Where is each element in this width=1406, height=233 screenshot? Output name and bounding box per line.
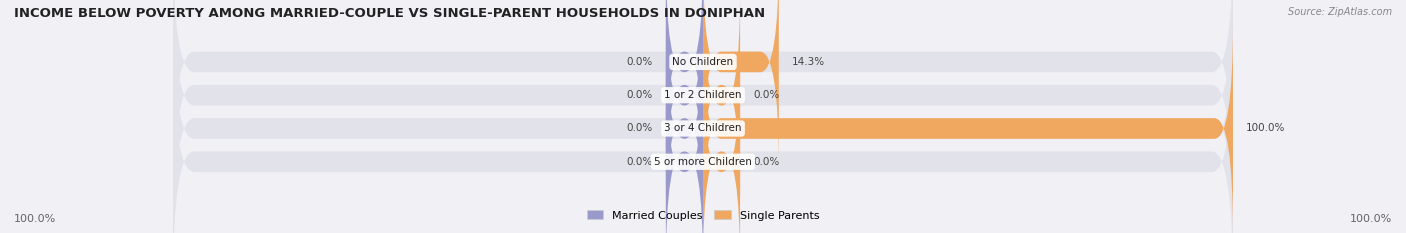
Text: No Children: No Children [672,57,734,67]
FancyBboxPatch shape [173,6,1233,233]
FancyBboxPatch shape [703,22,1233,233]
Text: INCOME BELOW POVERTY AMONG MARRIED-COUPLE VS SINGLE-PARENT HOUSEHOLDS IN DONIPHA: INCOME BELOW POVERTY AMONG MARRIED-COUPL… [14,7,765,20]
Text: 14.3%: 14.3% [792,57,825,67]
Text: 0.0%: 0.0% [627,57,652,67]
FancyBboxPatch shape [666,22,703,233]
FancyBboxPatch shape [173,39,1233,233]
Text: 3 or 4 Children: 3 or 4 Children [664,123,742,134]
Text: 0.0%: 0.0% [627,90,652,100]
Text: 0.0%: 0.0% [754,157,779,167]
FancyBboxPatch shape [666,0,703,201]
FancyBboxPatch shape [703,56,740,233]
FancyBboxPatch shape [666,56,703,233]
Text: 100.0%: 100.0% [14,214,56,224]
FancyBboxPatch shape [173,0,1233,185]
FancyBboxPatch shape [703,0,740,201]
FancyBboxPatch shape [703,0,779,168]
Text: 100.0%: 100.0% [1350,214,1392,224]
Legend: Married Couples, Single Parents: Married Couples, Single Parents [582,206,824,225]
FancyBboxPatch shape [173,0,1233,218]
Text: 100.0%: 100.0% [1246,123,1285,134]
Text: 1 or 2 Children: 1 or 2 Children [664,90,742,100]
Text: 0.0%: 0.0% [627,157,652,167]
Text: 0.0%: 0.0% [754,90,779,100]
FancyBboxPatch shape [666,0,703,168]
Text: 0.0%: 0.0% [627,123,652,134]
Text: Source: ZipAtlas.com: Source: ZipAtlas.com [1288,7,1392,17]
Text: 5 or more Children: 5 or more Children [654,157,752,167]
